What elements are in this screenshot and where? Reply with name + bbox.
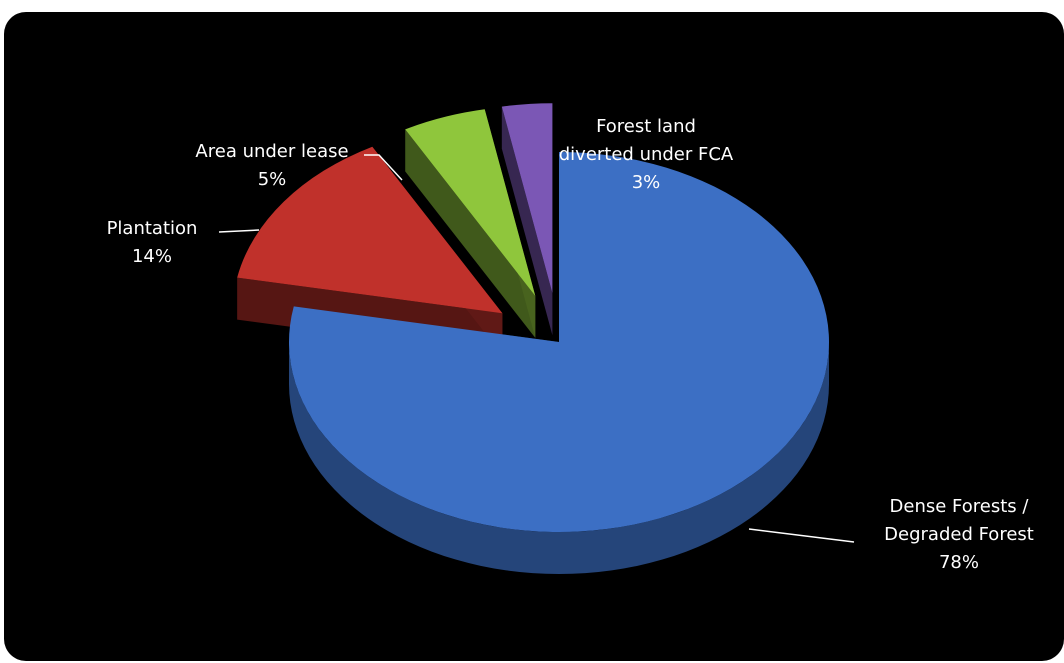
leader-line [748, 528, 855, 543]
leader-line [364, 154, 403, 181]
pie-slice-side [501, 106, 553, 336]
pie-slice [237, 146, 503, 314]
pie-slice-outer-wall [289, 342, 829, 574]
pie-slice [405, 109, 536, 296]
pie-chart: Dense Forests / Degraded Forest 78% Plantat… [107, 103, 1034, 574]
slice-label: Dense Forests / Degraded Forest 78% [884, 496, 1034, 573]
pie-slice [288, 152, 829, 532]
chart-panel: Dense Forests / Degraded Forest 78% Plantat… [4, 12, 1064, 661]
pie-slice [501, 103, 553, 294]
slice-label: Area under lease 5% [195, 141, 348, 190]
leader-line [218, 229, 260, 233]
slice-label: Forest land diverted under FCA 3% [559, 116, 734, 193]
slice-label: Plantation 14% [107, 218, 198, 267]
pie-slice-side [405, 129, 536, 338]
